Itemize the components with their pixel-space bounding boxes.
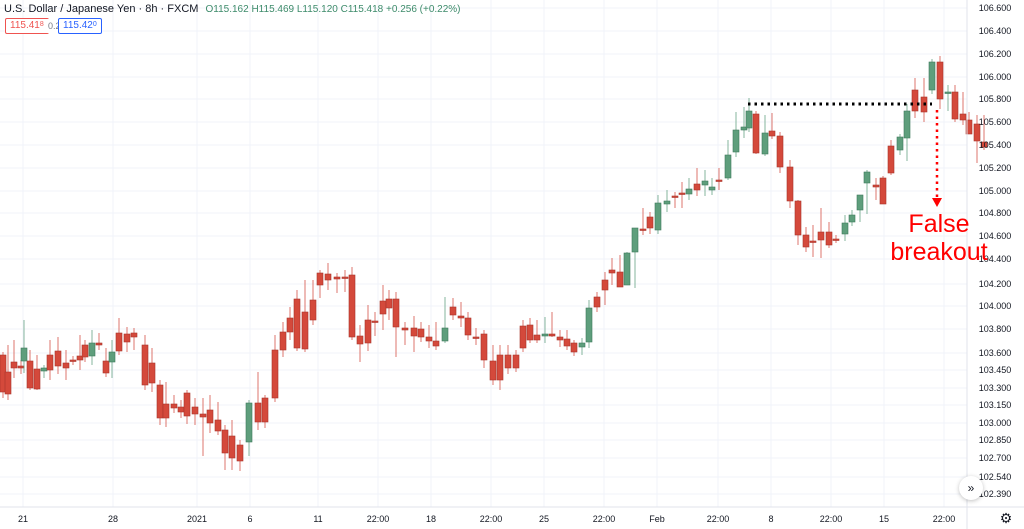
price-label: 102.540 — [979, 472, 1012, 482]
grid-lines — [0, 0, 967, 507]
sell-button[interactable]: 115.418 — [5, 18, 49, 34]
symbol-legend: U.S. Dollar / Japanese Yen · 8h · FXCM O… — [4, 3, 461, 15]
time-label: 22:00 — [707, 514, 730, 524]
price-label: 106.400 — [979, 26, 1012, 36]
price-label: 104.000 — [979, 301, 1012, 311]
time-label: 22:00 — [367, 514, 390, 524]
time-label: 21 — [18, 514, 28, 524]
price-label: 102.390 — [979, 489, 1012, 499]
price-label: 105.200 — [979, 163, 1012, 173]
time-label: 22:00 — [933, 514, 956, 524]
time-label: 28 — [108, 514, 118, 524]
price-label: 103.450 — [979, 365, 1012, 375]
time-label: 11 — [313, 514, 322, 524]
time-label: 22:00 — [820, 514, 843, 524]
price-label: 102.700 — [979, 453, 1012, 463]
sell-price-pip: 8 — [39, 21, 44, 28]
time-label: 22:00 — [480, 514, 503, 524]
price-label: 104.200 — [979, 279, 1012, 289]
time-label: 18 — [426, 514, 436, 524]
annotation-line-2: breakout — [890, 238, 988, 266]
time-label: 6 — [247, 514, 252, 524]
price-label: 103.800 — [979, 324, 1012, 334]
time-axis[interactable]: 21 28 2021 6 11 22:00 18 22:00 25 22:00 Feb 22:00 8 2… — [18, 514, 955, 524]
price-label: 104.400 — [979, 254, 1012, 264]
sell-price: 115.41 — [10, 20, 40, 31]
false-breakout-annotation: False breakout — [882, 210, 996, 266]
symbol-title: U.S. Dollar / Japanese Yen · 8h · FXCM — [4, 3, 199, 15]
buy-price-pip: 0 — [92, 21, 97, 28]
buy-button[interactable]: 115.420 — [58, 18, 102, 34]
time-label: 25 — [539, 514, 549, 524]
time-label: Feb — [649, 514, 665, 524]
price-label: 106.000 — [979, 72, 1012, 82]
price-label: 104.600 — [979, 231, 1012, 241]
time-label: 8 — [768, 514, 773, 524]
time-label: 22:00 — [593, 514, 616, 524]
price-label: 105.400 — [979, 140, 1012, 150]
price-label: 103.150 — [979, 400, 1012, 410]
time-label: 15 — [879, 514, 889, 524]
false-breakout-arrow — [932, 110, 942, 207]
buy-price: 115.42 — [63, 20, 93, 31]
price-label: 105.800 — [979, 94, 1012, 104]
price-label: 106.200 — [979, 49, 1012, 59]
settings-button[interactable]: ⚙ — [999, 511, 1013, 525]
double-chevron-right-icon: » — [967, 481, 975, 495]
price-label: 103.300 — [979, 383, 1012, 393]
candle-series — [0, 56, 988, 471]
price-label: 102.850 — [979, 435, 1012, 445]
price-label: 105.000 — [979, 186, 1012, 196]
price-label: 104.800 — [979, 208, 1012, 218]
time-label: 2021 — [187, 514, 207, 524]
price-axis[interactable]: 106.600 106.400 106.200 106.000 105.800 105.6… — [979, 3, 1012, 499]
gear-icon: ⚙ — [999, 510, 1013, 526]
price-label: 103.000 — [979, 418, 1012, 428]
price-label: 105.600 — [979, 117, 1012, 127]
price-label: 103.600 — [979, 348, 1012, 358]
ohlc-values: O115.162 H115.469 L115.120 C115.418 +0.2… — [205, 4, 461, 15]
scroll-to-realtime-button[interactable]: » — [959, 476, 983, 500]
price-label: 106.600 — [979, 3, 1012, 13]
annotation-line-1: False — [908, 210, 970, 238]
